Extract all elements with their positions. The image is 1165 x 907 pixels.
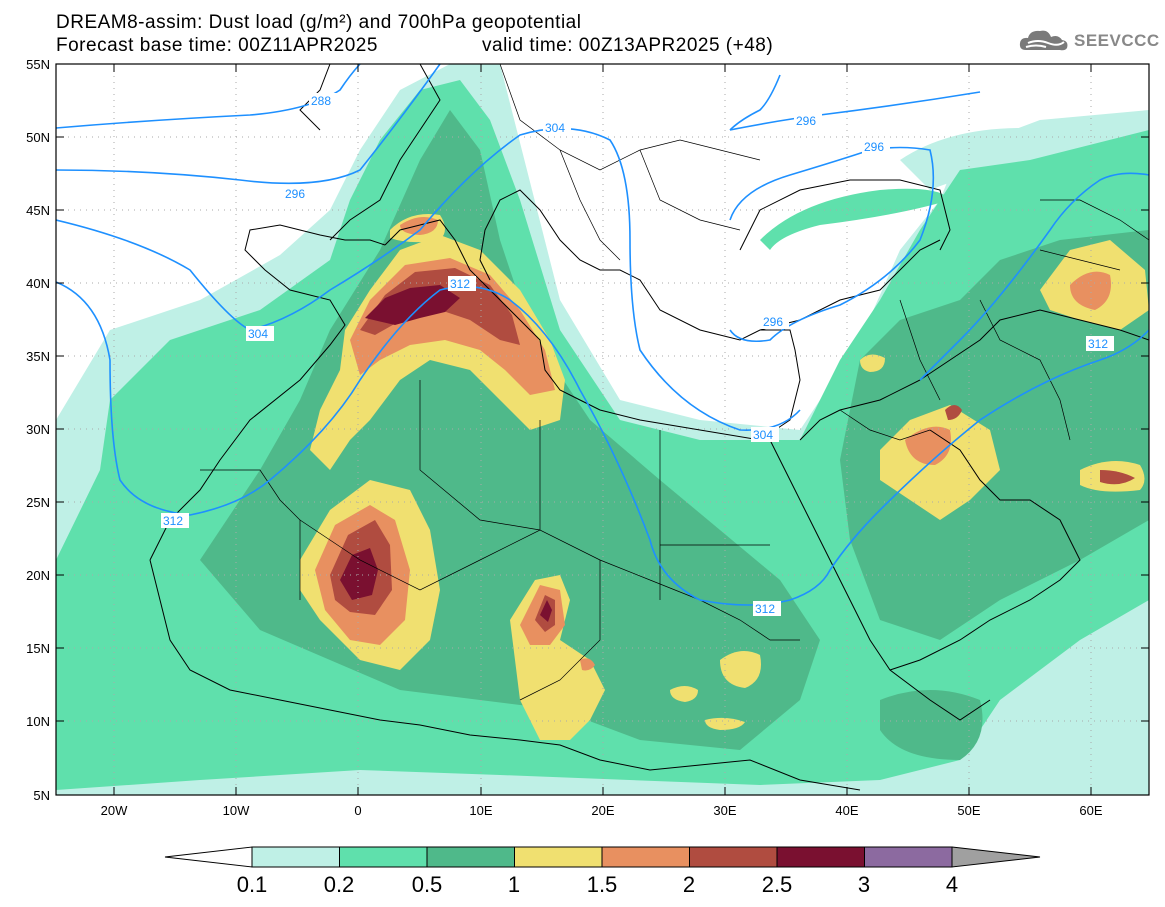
coastlines	[149, 64, 1149, 791]
map-plot-area: 288 304 296 296 296 296 304 312 304 312 …	[56, 64, 1149, 795]
svg-text:296: 296	[763, 315, 783, 329]
colorbar-label: 0.1	[237, 872, 268, 897]
longitude-labels: 20W 10W 0 10E 20E 30E 40E 50E 60E	[101, 803, 1103, 818]
colorbar-segment	[601, 846, 690, 868]
colorbar-label: 0.2	[324, 872, 355, 897]
lat-label: 25N	[26, 495, 50, 510]
svg-text:312: 312	[1088, 337, 1108, 351]
lat-label: 30N	[26, 422, 50, 437]
colorbar-over-triangle	[951, 846, 1041, 868]
lon-label: 50E	[957, 803, 980, 818]
contour-label: 312	[753, 601, 781, 616]
lat-label: 20N	[26, 568, 50, 583]
lat-label: 35N	[26, 349, 50, 364]
contour-label: 296	[761, 314, 789, 329]
colorbar-segments	[251, 846, 953, 868]
contour-label: 296	[862, 139, 890, 154]
contour-label: 304	[751, 427, 779, 442]
colorbar-segment	[426, 846, 515, 868]
svg-text:296: 296	[864, 140, 884, 154]
colorbar-segment	[776, 846, 865, 868]
lat-label: 10N	[26, 714, 50, 729]
svg-text:304: 304	[545, 121, 565, 135]
colorbar-label: 1	[508, 872, 520, 897]
lon-label: 30E	[713, 803, 736, 818]
dust-level-2-5	[340, 285, 552, 622]
lat-label: 50N	[26, 130, 50, 145]
lon-label: 40E	[835, 803, 858, 818]
cloud-icon	[1019, 30, 1068, 51]
base-time: Forecast base time: 00Z11APR2025	[56, 35, 378, 56]
geopotential-contours	[56, 64, 1149, 606]
lon-label: 20E	[591, 803, 614, 818]
contour-label: 296	[283, 186, 311, 201]
valid-time: valid time: 00Z13APR2025 (+48)	[482, 35, 774, 56]
logo-text: SEEVCCC	[1074, 31, 1160, 50]
svg-text:304: 304	[753, 428, 773, 442]
colorbar-label: 3	[858, 872, 870, 897]
svg-text:288: 288	[311, 94, 331, 108]
axis-ticks	[56, 63, 1149, 796]
lon-label: 10E	[469, 803, 492, 818]
svg-text:312: 312	[450, 277, 470, 291]
colorbar-segment	[514, 846, 603, 868]
contour-label: 304	[543, 120, 571, 135]
lat-label: 40N	[26, 276, 50, 291]
colorbar-segment	[251, 846, 340, 868]
contour-label: 304	[246, 326, 274, 341]
colorbar-label: 4	[946, 872, 958, 897]
contour-label: 312	[161, 513, 189, 528]
lon-label: 60E	[1079, 803, 1102, 818]
colorbar-labels: 0.1 0.2 0.5 1 1.5 2 2.5 3 4	[237, 872, 958, 897]
seevccc-logo: SEEVCCC	[1018, 28, 1160, 54]
svg-text:312: 312	[163, 514, 183, 528]
contour-label: 312	[1086, 336, 1114, 351]
lat-label: 5N	[33, 788, 50, 803]
colorbar-under-triangle	[164, 846, 253, 868]
map-title: DREAM8-assim: Dust load (g/m²) and 700hP…	[56, 12, 582, 33]
colorbar-segment	[339, 846, 428, 868]
lat-label: 45N	[26, 203, 50, 218]
contour-label: 288	[309, 93, 337, 108]
latitude-labels: 55N 50N 45N 40N 35N 30N 25N 20N 15N 10N …	[26, 57, 50, 803]
lat-label: 55N	[26, 57, 50, 72]
contour-label: 312	[448, 276, 476, 291]
colorbar-label: 2.5	[762, 872, 793, 897]
svg-text:312: 312	[755, 602, 775, 616]
colorbar-segment	[689, 846, 778, 868]
lat-label: 15N	[26, 641, 50, 656]
colorbar-label: 1.5	[587, 872, 618, 897]
contour-labels: 288 304 296 296 296 296 304 312 304 312 …	[161, 93, 1114, 616]
colorbar-label: 2	[683, 872, 695, 897]
forecast-times: Forecast base time: 00Z11APR2025 valid ti…	[56, 35, 773, 57]
svg-text:296: 296	[796, 114, 816, 128]
colorbar-label: 0.5	[412, 872, 443, 897]
svg-text:304: 304	[248, 327, 268, 341]
colorbar: 0.1 0.2 0.5 1 1.5 2 2.5 3 4	[164, 846, 1041, 897]
colorbar-segment	[864, 846, 953, 868]
svg-text:296: 296	[285, 187, 305, 201]
lon-label: 20W	[101, 803, 128, 818]
lon-label: 0	[354, 803, 361, 818]
lon-label: 10W	[223, 803, 250, 818]
contour-label: 296	[794, 113, 822, 128]
